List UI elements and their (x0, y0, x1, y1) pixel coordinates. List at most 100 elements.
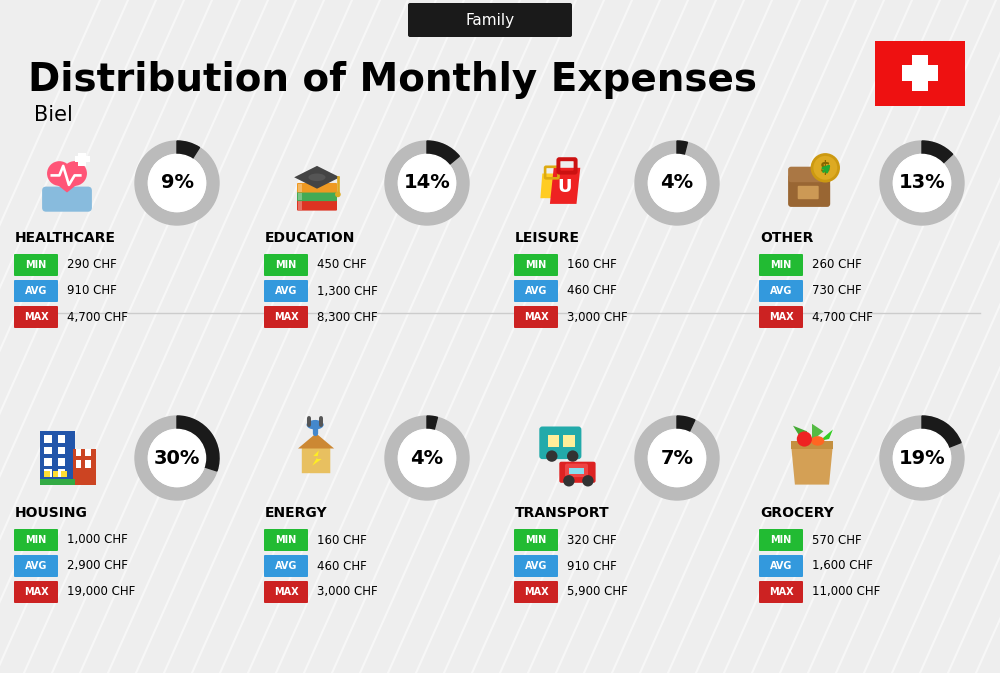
Circle shape (797, 431, 812, 447)
FancyBboxPatch shape (14, 555, 58, 577)
FancyBboxPatch shape (759, 581, 803, 603)
Polygon shape (550, 168, 580, 204)
Text: AVG: AVG (770, 561, 792, 571)
Bar (902, 65, 938, 81)
Text: 450 CHF: 450 CHF (317, 258, 367, 271)
Circle shape (335, 192, 341, 197)
Text: 4%: 4% (660, 174, 694, 192)
Text: 9%: 9% (160, 174, 194, 192)
Polygon shape (812, 424, 823, 441)
Bar (298, 184, 302, 192)
Polygon shape (294, 166, 340, 188)
Circle shape (385, 416, 469, 500)
Bar (44, 447, 52, 454)
FancyBboxPatch shape (514, 306, 558, 328)
Wedge shape (677, 416, 695, 458)
Bar (44, 458, 52, 466)
Text: ENERGY: ENERGY (265, 506, 328, 520)
Text: 11,000 CHF: 11,000 CHF (812, 586, 880, 598)
FancyBboxPatch shape (514, 581, 558, 603)
Wedge shape (177, 141, 200, 183)
Text: 460 CHF: 460 CHF (317, 559, 367, 573)
FancyBboxPatch shape (264, 254, 308, 276)
Text: 19%: 19% (899, 448, 945, 468)
Text: 730 CHF: 730 CHF (812, 285, 862, 297)
Circle shape (648, 429, 706, 487)
Text: 8,300 CHF: 8,300 CHF (317, 310, 378, 324)
Circle shape (398, 429, 456, 487)
Text: MIN: MIN (770, 535, 792, 545)
FancyBboxPatch shape (514, 254, 558, 276)
FancyBboxPatch shape (759, 555, 803, 577)
Circle shape (812, 155, 839, 181)
Text: $: $ (820, 160, 831, 175)
Text: 160 CHF: 160 CHF (317, 534, 367, 546)
Text: 5,900 CHF: 5,900 CHF (567, 586, 628, 598)
Ellipse shape (811, 436, 824, 446)
Bar (78, 153, 86, 166)
Text: 4,700 CHF: 4,700 CHF (67, 310, 128, 324)
Bar (58, 447, 65, 454)
Text: HOUSING: HOUSING (15, 506, 88, 520)
FancyBboxPatch shape (297, 192, 337, 201)
Circle shape (398, 154, 456, 211)
Text: MAX: MAX (274, 312, 298, 322)
Text: 460 CHF: 460 CHF (567, 285, 617, 297)
Text: AVG: AVG (275, 561, 297, 571)
Circle shape (648, 154, 706, 211)
Polygon shape (48, 177, 86, 192)
Wedge shape (922, 416, 961, 458)
Circle shape (135, 416, 219, 500)
FancyBboxPatch shape (264, 306, 308, 328)
Text: 30%: 30% (154, 448, 200, 468)
Bar (44, 469, 52, 477)
Text: Biel: Biel (34, 105, 73, 125)
Circle shape (135, 141, 219, 225)
Text: 160 CHF: 160 CHF (567, 258, 617, 271)
Text: Distribution of Monthly Expenses: Distribution of Monthly Expenses (28, 61, 757, 99)
Bar (563, 435, 575, 447)
FancyBboxPatch shape (565, 464, 588, 477)
FancyBboxPatch shape (264, 555, 308, 577)
Text: MAX: MAX (274, 587, 298, 597)
Text: 13%: 13% (899, 174, 945, 192)
Ellipse shape (307, 420, 324, 429)
Text: 570 CHF: 570 CHF (812, 534, 862, 546)
Text: MAX: MAX (524, 587, 548, 597)
FancyBboxPatch shape (788, 167, 830, 182)
Bar (548, 435, 559, 447)
Text: MIN: MIN (275, 260, 297, 270)
Circle shape (582, 475, 594, 487)
Text: 19,000 CHF: 19,000 CHF (67, 586, 135, 598)
Bar (875, 40, 965, 106)
Text: Family: Family (465, 13, 515, 28)
Bar (76, 448, 81, 456)
Text: MAX: MAX (769, 312, 793, 322)
FancyBboxPatch shape (297, 199, 337, 211)
Circle shape (880, 141, 964, 225)
Bar (298, 192, 302, 200)
Circle shape (648, 154, 706, 211)
Text: AVG: AVG (525, 561, 547, 571)
FancyBboxPatch shape (264, 581, 308, 603)
Text: 290 CHF: 290 CHF (67, 258, 117, 271)
Wedge shape (677, 141, 687, 183)
FancyBboxPatch shape (798, 186, 819, 199)
Text: EDUCATION: EDUCATION (265, 231, 355, 245)
Wedge shape (922, 141, 953, 183)
Bar (912, 55, 928, 91)
Circle shape (62, 161, 87, 186)
Text: 1,000 CHF: 1,000 CHF (67, 534, 128, 546)
Text: MAX: MAX (24, 587, 48, 597)
Text: MIN: MIN (275, 535, 297, 545)
Text: MAX: MAX (24, 312, 48, 322)
Text: 4%: 4% (410, 448, 444, 468)
Text: 1,300 CHF: 1,300 CHF (317, 285, 378, 297)
Bar (53, 471, 58, 477)
Bar (76, 460, 81, 468)
Text: MAX: MAX (524, 312, 548, 322)
FancyBboxPatch shape (297, 183, 337, 192)
Bar (85, 448, 91, 456)
Circle shape (398, 154, 456, 211)
Bar (40, 431, 75, 485)
